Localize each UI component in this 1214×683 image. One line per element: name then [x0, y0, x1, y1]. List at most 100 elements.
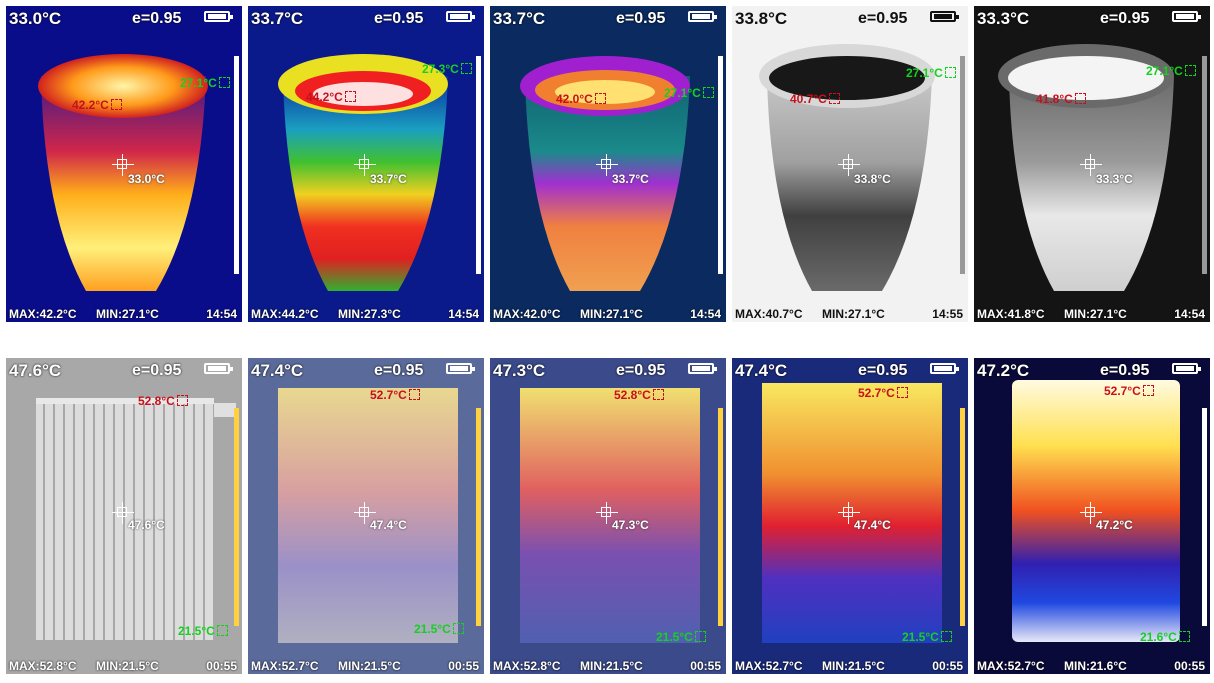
thermal-panel-3: 33.7°C e=0.95 42.0°C 27.1°C 33.7°C MAX:4…: [490, 6, 726, 322]
thermal-image-radiator-blend-50: [490, 358, 726, 674]
center-temperature: 33.3°C: [977, 9, 1030, 28]
status-bar: MAX:42.2°C MIN:27.1°C 14:54: [6, 306, 242, 322]
emissivity: e=0.95: [1100, 10, 1150, 27]
max-readout: MAX:42.0°C: [493, 307, 561, 321]
time-readout: 00:55: [932, 659, 963, 673]
thermal-image-cup-iron: [6, 6, 242, 322]
emissivity: e=0.95: [858, 362, 908, 379]
max-readout: MAX:52.8°C: [493, 659, 561, 673]
thermal-image-cup-purple: [490, 6, 726, 322]
max-readout: MAX:52.7°C: [251, 659, 319, 673]
emissivity: e=0.95: [374, 10, 424, 27]
status-bar: MAX:41.8°C MIN:27.1°C 14:54: [974, 306, 1210, 322]
min-readout: MIN:21.5°C: [822, 659, 885, 673]
center-temperature: 47.4°C: [735, 361, 788, 380]
min-readout: MIN:21.5°C: [580, 659, 643, 673]
min-readout: MIN:21.5°C: [96, 659, 159, 673]
time-readout: 14:54: [448, 307, 479, 321]
time-readout: 00:55: [1174, 659, 1205, 673]
battery-icon: [688, 11, 717, 22]
max-readout: MAX:52.7°C: [977, 659, 1045, 673]
emissivity: e=0.95: [1100, 362, 1150, 379]
min-readout: MIN:27.1°C: [580, 307, 643, 321]
crosshair-label: 47.4°C: [370, 518, 407, 532]
time-readout: 14:54: [206, 307, 237, 321]
min-spot-label: 21.5°C: [414, 622, 464, 636]
min-spot-label: 27.1°C: [1146, 64, 1196, 78]
min-readout: MIN:27.1°C: [96, 307, 159, 321]
center-temperature: 33.0°C: [9, 9, 62, 28]
status-bar: MAX:44.2°C MIN:27.3°C 14:54: [248, 306, 484, 322]
status-bar: MAX:42.0°C MIN:27.1°C 14:54: [490, 306, 726, 322]
battery-icon: [204, 11, 233, 22]
thermal-panel-8: 47.3°C e=0.95 52.8°C 21.5°C 47.3°C MAX:5…: [490, 358, 726, 674]
status-bar: MAX:52.7°C MIN:21.5°C 00:55: [732, 658, 968, 674]
battery-icon: [1172, 11, 1201, 22]
battery-icon: [446, 11, 475, 22]
crosshair-label: 47.2°C: [1096, 518, 1133, 532]
max-readout: MAX:41.8°C: [977, 307, 1045, 321]
min-spot-label: 21.6°C: [1140, 630, 1190, 644]
visible-image-radiator: [6, 358, 242, 674]
crosshair-label: 47.4°C: [854, 518, 891, 532]
crosshair-icon: [1080, 154, 1102, 176]
max-spot-label: 52.8°C: [614, 388, 664, 402]
emissivity: e=0.95: [616, 10, 666, 27]
status-bar: MAX:52.8°C MIN:21.5°C 00:55: [6, 658, 242, 674]
thermal-panel-4: 33.8°C e=0.95 40.7°C 27.1°C 33.8°C MAX:4…: [732, 6, 968, 322]
max-spot-label: 42.2°C: [72, 98, 122, 112]
crosshair-icon: [838, 502, 860, 524]
crosshair-icon: [112, 502, 134, 524]
emissivity: e=0.95: [132, 362, 182, 379]
min-readout: MIN:27.1°C: [822, 307, 885, 321]
status-bar: MAX:40.7°C MIN:27.1°C 14:55: [732, 306, 968, 322]
thermal-panel-6: 47.6°C e=0.95 52.8°C 21.5°C 47.6°C MAX:5…: [6, 358, 242, 674]
battery-icon: [446, 363, 475, 374]
time-readout: 14:54: [690, 307, 721, 321]
thermal-panel-2: 33.7°C e=0.95 44.2°C 27.3°C 33.7°C MAX:4…: [248, 6, 484, 322]
crosshair-label: 47.6°C: [128, 518, 165, 532]
center-temperature: 47.3°C: [493, 361, 546, 380]
crosshair-label: 33.7°C: [370, 172, 407, 186]
battery-icon: [1172, 363, 1201, 374]
center-temperature: 33.7°C: [251, 9, 304, 28]
crosshair-label: 47.3°C: [612, 518, 649, 532]
max-readout: MAX:42.2°C: [9, 307, 77, 321]
min-spot-label: 27.1°C: [906, 66, 956, 80]
emissivity: e=0.95: [132, 10, 182, 27]
center-temperature: 33.8°C: [735, 9, 788, 28]
time-readout: 00:55: [206, 659, 237, 673]
crosshair-icon: [354, 154, 376, 176]
crosshair-label: 33.7°C: [612, 172, 649, 186]
min-readout: MIN:21.6°C: [1064, 659, 1127, 673]
thermal-image-radiator-full: [974, 358, 1210, 674]
min-spot-label: 21.5°C: [656, 630, 706, 644]
center-temperature: 47.6°C: [9, 361, 62, 380]
max-readout: MAX:52.8°C: [9, 659, 77, 673]
crosshair-label: 33.3°C: [1096, 172, 1133, 186]
crosshair-icon: [596, 502, 618, 524]
min-readout: MIN:27.1°C: [1064, 307, 1127, 321]
emissivity: e=0.95: [616, 362, 666, 379]
crosshair-icon: [1080, 502, 1102, 524]
thermal-panel-1: 33.0°C e=0.95 42.2°C 27.1°C 33.0°C MAX:4…: [6, 6, 242, 322]
time-readout: 14:55: [932, 307, 963, 321]
center-temperature: 47.2°C: [977, 361, 1030, 380]
time-readout: 00:55: [448, 659, 479, 673]
crosshair-icon: [838, 154, 860, 176]
max-spot-label: 41.8°C: [1036, 92, 1086, 106]
time-readout: 00:55: [690, 659, 721, 673]
crosshair-icon: [596, 154, 618, 176]
center-temperature: 33.7°C: [493, 9, 546, 28]
min-spot-label: 21.5°C: [902, 630, 952, 644]
time-readout: 14:54: [1174, 307, 1205, 321]
max-spot-label: 52.7°C: [1104, 384, 1154, 398]
crosshair-icon: [112, 154, 134, 176]
max-spot-label: 52.7°C: [858, 386, 908, 400]
battery-icon: [204, 363, 233, 374]
status-bar: MAX:52.7°C MIN:21.5°C 00:55: [248, 658, 484, 674]
min-spot-label: 27.3°C: [422, 62, 472, 76]
crosshair-icon: [354, 502, 376, 524]
max-readout: MAX:44.2°C: [251, 307, 319, 321]
thermal-image-cup-blackhot: [732, 6, 968, 322]
